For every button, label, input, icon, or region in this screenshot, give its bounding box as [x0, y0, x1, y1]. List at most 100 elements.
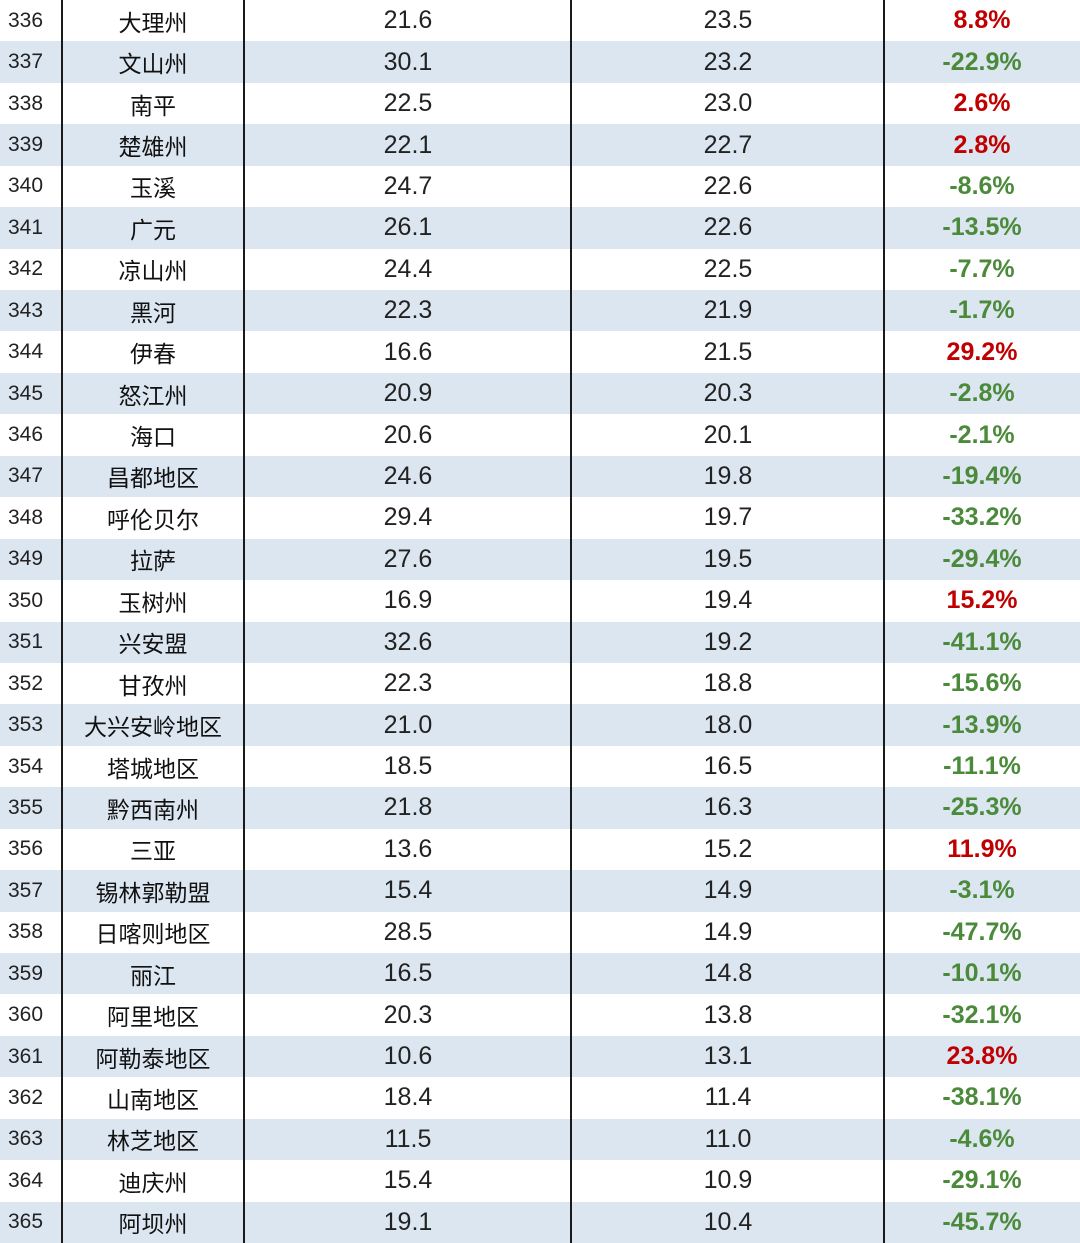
rank-cell: 360 — [8, 1003, 44, 1027]
value-2-cell: 19.5 — [703, 544, 753, 573]
value-1-cell: 19.1 — [383, 1207, 433, 1236]
table-row: 345 怒江州 20.9 20.3 -2.8% — [0, 372, 1080, 415]
value-2-cell: 19.2 — [703, 627, 753, 656]
value-2-cell: 19.8 — [703, 461, 753, 490]
table-row: 364 迪庆州 15.4 10.9 -29.1% — [0, 1160, 1080, 1202]
table-row: 357 锡林郭勒盟 15.4 14.9 -3.1% — [0, 870, 1080, 912]
rank-cell: 337 — [8, 50, 44, 74]
city-cell: 广元 — [130, 217, 176, 244]
rank-cell: 349 — [8, 547, 44, 571]
value-2-cell: 14.8 — [703, 959, 753, 988]
table-row: 362 山南地区 18.4 11.4 -38.1% — [0, 1077, 1080, 1119]
change-percent-cell: -13.5% — [942, 213, 1022, 242]
city-cell: 黑河 — [130, 300, 176, 327]
value-2-cell: 23.2 — [703, 47, 753, 76]
value-2-cell: 22.6 — [703, 213, 753, 242]
value-1-cell: 20.6 — [383, 420, 433, 449]
value-2-cell: 23.0 — [703, 89, 753, 118]
table-row: 342 凉山州 24.4 22.5 -7.7% — [0, 248, 1080, 291]
value-1-cell: 15.4 — [383, 876, 433, 905]
rank-cell: 342 — [8, 257, 44, 281]
rank-cell: 357 — [8, 878, 44, 902]
table-row: 336 大理州 21.6 23.5 8.8% — [0, 0, 1080, 42]
value-1-cell: 22.5 — [383, 89, 433, 118]
rank-cell: 364 — [8, 1168, 44, 1192]
change-percent-cell: 23.8% — [946, 1042, 1018, 1071]
value-1-cell: 16.6 — [383, 337, 433, 366]
change-percent-cell: -19.4% — [942, 461, 1022, 490]
rank-cell: 340 — [8, 174, 44, 198]
table-row: 360 阿里地区 20.3 13.8 -32.1% — [0, 994, 1080, 1036]
change-percent-cell: -3.1% — [949, 876, 1015, 905]
value-1-cell: 29.4 — [383, 503, 433, 532]
rank-cell: 351 — [8, 630, 44, 654]
rank-cell: 354 — [8, 754, 44, 778]
change-percent-cell: 2.8% — [953, 130, 1011, 159]
city-cell: 怒江州 — [118, 383, 188, 410]
change-percent-cell: -2.8% — [949, 379, 1015, 408]
value-1-cell: 22.3 — [383, 296, 433, 325]
change-percent-cell: -33.2% — [942, 503, 1022, 532]
table-row: 350 玉树州 16.9 19.4 15.2% — [0, 580, 1080, 622]
city-cell: 阿坝州 — [118, 1212, 188, 1239]
table-row: 353 大兴安岭地区 21.0 18.0 -13.9% — [0, 704, 1080, 746]
value-2-cell: 22.7 — [703, 130, 753, 159]
change-percent-cell: -29.1% — [942, 1166, 1022, 1195]
value-2-cell: 19.4 — [703, 586, 753, 615]
change-percent-cell: -4.6% — [949, 1124, 1015, 1153]
rank-cell: 352 — [8, 671, 44, 695]
value-1-cell: 16.5 — [383, 959, 433, 988]
value-1-cell: 28.5 — [383, 917, 433, 946]
value-2-cell: 10.4 — [703, 1207, 753, 1236]
city-cell: 黔西南州 — [107, 797, 199, 824]
value-2-cell: 22.6 — [703, 171, 753, 200]
table-row: 343 黑河 22.3 21.9 -1.7% — [0, 290, 1080, 332]
table-row: 347 昌都地区 24.6 19.8 -19.4% — [0, 455, 1080, 498]
change-percent-cell: -8.6% — [949, 171, 1015, 200]
value-2-cell: 16.3 — [703, 793, 753, 822]
city-cell: 甘孜州 — [118, 673, 188, 700]
table-row: 354 塔城地区 18.5 16.5 -11.1% — [0, 745, 1080, 788]
rank-cell: 355 — [8, 795, 44, 819]
table-row: 365 阿坝州 19.1 10.4 -45.7% — [0, 1201, 1080, 1243]
value-1-cell: 26.1 — [383, 213, 433, 242]
city-cell: 锡林郭勒盟 — [95, 880, 211, 907]
value-2-cell: 14.9 — [703, 876, 753, 905]
table-row: 361 阿勒泰地区 10.6 13.1 23.8% — [0, 1035, 1080, 1078]
change-percent-cell: 2.6% — [953, 89, 1011, 118]
value-1-cell: 21.0 — [383, 710, 433, 739]
city-cell: 文山州 — [118, 52, 188, 79]
value-2-cell: 21.9 — [703, 296, 753, 325]
city-cell: 海口 — [130, 425, 176, 452]
column-divider — [570, 0, 572, 1243]
rank-cell: 338 — [8, 91, 44, 115]
table-row: 339 楚雄州 22.1 22.7 2.8% — [0, 124, 1080, 166]
city-cell: 丽江 — [130, 963, 176, 990]
table-row: 363 林芝地区 11.5 11.0 -4.6% — [0, 1118, 1080, 1161]
value-2-cell: 13.8 — [703, 1000, 753, 1029]
change-percent-cell: -2.1% — [949, 420, 1015, 449]
value-2-cell: 10.9 — [703, 1166, 753, 1195]
value-2-cell: 18.0 — [703, 710, 753, 739]
value-1-cell: 22.3 — [383, 669, 433, 698]
change-percent-cell: 15.2% — [946, 586, 1018, 615]
table-row: 358 日喀则地区 28.5 14.9 -47.7% — [0, 911, 1080, 953]
value-1-cell: 11.5 — [384, 1124, 432, 1153]
change-percent-cell: -11.1% — [943, 752, 1021, 780]
change-percent-cell: -45.7% — [942, 1207, 1022, 1236]
rank-cell: 343 — [8, 298, 44, 322]
city-cell: 大理州 — [118, 10, 188, 37]
table-row: 359 丽江 16.5 14.8 -10.1% — [0, 952, 1080, 995]
change-percent-cell: -15.6% — [942, 669, 1022, 698]
value-2-cell: 13.1 — [703, 1042, 753, 1071]
table-row: 351 兴安盟 32.6 19.2 -41.1% — [0, 621, 1080, 663]
column-divider — [61, 0, 63, 1243]
change-percent-cell: -25.3% — [942, 793, 1022, 822]
change-percent-cell: -32.1% — [942, 1000, 1022, 1029]
value-1-cell: 24.7 — [383, 171, 433, 200]
value-2-cell: 16.5 — [703, 752, 753, 780]
city-cell: 山南地区 — [107, 1087, 199, 1114]
column-divider — [883, 0, 885, 1243]
value-2-cell: 14.9 — [703, 917, 753, 946]
